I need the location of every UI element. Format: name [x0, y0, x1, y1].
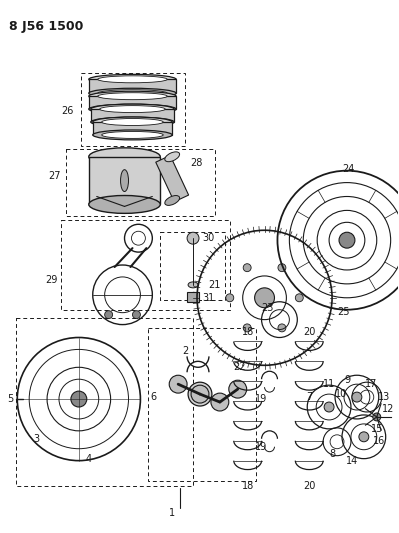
- Ellipse shape: [100, 106, 165, 112]
- Text: 27: 27: [48, 171, 60, 181]
- Text: 14: 14: [346, 456, 358, 466]
- Ellipse shape: [120, 169, 128, 191]
- Ellipse shape: [93, 117, 172, 127]
- Text: 4: 4: [86, 454, 92, 464]
- Ellipse shape: [89, 88, 176, 98]
- Bar: [89, 157, 160, 205]
- Text: 15: 15: [371, 424, 383, 434]
- Ellipse shape: [89, 104, 176, 114]
- Text: 20: 20: [303, 327, 316, 336]
- Circle shape: [352, 392, 362, 402]
- Bar: [16, 318, 193, 487]
- Circle shape: [211, 393, 229, 411]
- Text: 17: 17: [365, 379, 377, 389]
- Bar: [156, 156, 189, 202]
- Text: 8 J56 1500: 8 J56 1500: [9, 20, 84, 33]
- Circle shape: [295, 294, 303, 302]
- Text: 13: 13: [377, 392, 390, 402]
- Ellipse shape: [102, 132, 163, 139]
- Text: 8: 8: [329, 449, 335, 459]
- Text: 24: 24: [342, 164, 354, 174]
- Text: 22: 22: [233, 362, 246, 372]
- Ellipse shape: [165, 152, 180, 161]
- Circle shape: [191, 385, 209, 403]
- Text: 28: 28: [190, 158, 202, 168]
- Bar: [91, 109, 174, 122]
- Text: 26: 26: [62, 106, 74, 116]
- Ellipse shape: [93, 130, 172, 140]
- Circle shape: [71, 391, 87, 407]
- Ellipse shape: [98, 93, 167, 100]
- Circle shape: [339, 232, 355, 248]
- Ellipse shape: [165, 196, 180, 205]
- Ellipse shape: [98, 106, 167, 112]
- Ellipse shape: [91, 104, 174, 114]
- Bar: [93, 122, 172, 135]
- Text: 18: 18: [241, 327, 254, 336]
- Bar: [148, 328, 256, 481]
- Text: 10: 10: [335, 389, 347, 399]
- Text: 20: 20: [303, 481, 316, 491]
- Bar: [187, 292, 199, 302]
- Circle shape: [229, 380, 247, 398]
- Text: 19: 19: [255, 394, 268, 404]
- Circle shape: [373, 413, 381, 421]
- Circle shape: [132, 311, 140, 319]
- Text: 25: 25: [338, 306, 350, 317]
- Circle shape: [324, 402, 334, 412]
- Text: 3: 3: [33, 434, 39, 444]
- Text: 5: 5: [7, 394, 14, 404]
- Bar: [89, 79, 176, 93]
- Text: 6: 6: [150, 392, 156, 402]
- Circle shape: [105, 311, 113, 319]
- Text: 16: 16: [373, 436, 385, 446]
- Ellipse shape: [89, 148, 160, 166]
- Ellipse shape: [89, 91, 176, 101]
- Circle shape: [169, 375, 187, 393]
- Circle shape: [243, 264, 251, 272]
- Text: 29: 29: [45, 275, 57, 285]
- Bar: [160, 232, 225, 300]
- Circle shape: [226, 294, 234, 302]
- Text: 31: 31: [202, 293, 214, 303]
- Text: 2: 2: [182, 346, 188, 357]
- Ellipse shape: [188, 282, 198, 288]
- Text: 23: 23: [261, 303, 274, 313]
- Ellipse shape: [89, 196, 160, 213]
- Text: 9: 9: [344, 375, 350, 385]
- Text: 1: 1: [169, 508, 175, 518]
- Text: 12: 12: [381, 404, 394, 414]
- Circle shape: [255, 288, 275, 308]
- Ellipse shape: [98, 76, 167, 83]
- Circle shape: [188, 382, 212, 406]
- Text: 30: 30: [202, 233, 214, 243]
- Circle shape: [243, 324, 251, 332]
- Bar: [66, 149, 215, 216]
- Bar: [61, 220, 230, 310]
- Bar: [89, 96, 176, 109]
- Text: 21: 21: [209, 280, 221, 290]
- Bar: [81, 74, 185, 146]
- Circle shape: [187, 232, 199, 244]
- Text: 18: 18: [241, 481, 254, 491]
- Text: 11: 11: [323, 379, 335, 389]
- Ellipse shape: [89, 74, 176, 84]
- Text: 7: 7: [306, 392, 312, 402]
- Ellipse shape: [100, 118, 165, 125]
- Ellipse shape: [91, 117, 174, 127]
- Text: 19: 19: [255, 442, 268, 452]
- Ellipse shape: [102, 118, 163, 125]
- Circle shape: [278, 324, 286, 332]
- Circle shape: [359, 432, 369, 442]
- Circle shape: [278, 264, 286, 272]
- Ellipse shape: [98, 90, 167, 96]
